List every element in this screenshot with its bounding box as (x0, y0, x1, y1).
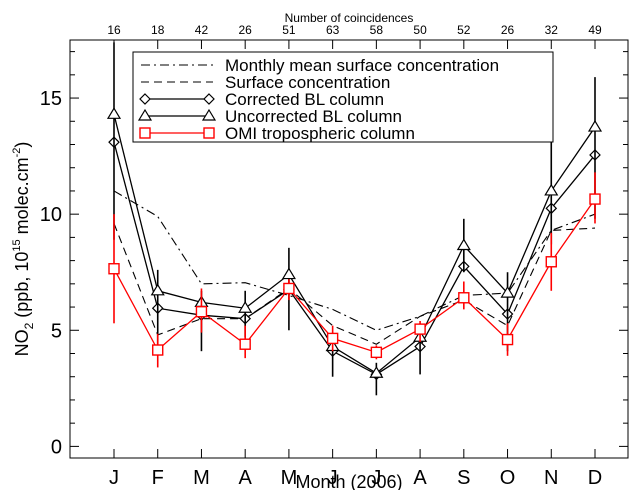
y-label-part: molec.cm (12, 157, 32, 239)
data-point (152, 344, 164, 356)
series-0 (113, 190, 596, 331)
x-tick-label: M (281, 467, 298, 489)
x-tick-label: O (500, 467, 516, 489)
coincidence-count-label: 26 (239, 23, 253, 37)
x-axis-label: Month (2006) (295, 472, 402, 490)
y-label-part: (ppb, 10 (12, 252, 32, 323)
x-tick-label: A (413, 467, 427, 489)
data-point (150, 283, 165, 296)
data-point (283, 282, 295, 295)
data-point (414, 323, 426, 335)
data-point (456, 238, 471, 251)
legend-label: Uncorrected BL column (225, 107, 402, 126)
legend-marker (139, 127, 151, 139)
coincidence-count-label: 42 (195, 23, 209, 37)
data-point (106, 107, 122, 119)
data-point (587, 119, 603, 132)
series-4 (108, 172, 601, 368)
series-line (113, 223, 596, 345)
legend-marker (201, 108, 217, 121)
coincidence-count-label: 52 (457, 23, 471, 37)
chart-marks (106, 42, 603, 396)
legend-marker (203, 127, 215, 139)
data-point (239, 338, 251, 350)
data-point (501, 333, 514, 346)
x-tick-label: J (328, 467, 338, 489)
data-point (108, 263, 120, 275)
y-tick-label: 5 (51, 320, 62, 342)
coincidence-count-label: 49 (588, 23, 602, 37)
x-tick-label: S (457, 467, 470, 489)
y-tick-label: 15 (40, 88, 62, 110)
legend-marker (139, 93, 151, 105)
y-tick-label: 0 (51, 436, 62, 458)
series-2 (108, 136, 601, 381)
series-1 (113, 223, 596, 345)
coincidence-count-label: 32 (545, 23, 559, 37)
coincidence-count-label: 26 (501, 23, 515, 37)
x-tick-label: A (239, 467, 253, 489)
data-point (281, 267, 296, 280)
coincidence-count-label: 63 (326, 23, 340, 37)
y-label-part: ) (12, 142, 32, 148)
coincidence-count-label: 50 (413, 23, 427, 37)
legend-label: Surface concentration (225, 73, 390, 92)
legend: Monthly mean surface concentrationSurfac… (132, 51, 554, 143)
series-line (113, 142, 596, 376)
x-tick-label: N (544, 467, 558, 489)
series-line (113, 198, 596, 354)
legend-label: OMI tropospheric column (225, 124, 415, 143)
data-point (500, 285, 515, 298)
legend-label: Monthly mean surface concentration (225, 56, 499, 75)
coincidence-count-label: 18 (151, 23, 165, 37)
y-label-superscript: -2 (11, 148, 23, 158)
y-label-part: NO (12, 329, 32, 356)
coincidence-count-label: 51 (282, 23, 296, 37)
data-point (238, 301, 253, 313)
legend-box (132, 51, 554, 143)
x-tick-label: F (152, 467, 164, 489)
plot-area-frame (69, 39, 629, 459)
x-tick-label: J (109, 467, 119, 489)
legend-marker (203, 93, 215, 105)
series-line (113, 114, 596, 375)
top-axis-label: Number of coincidences (285, 11, 414, 25)
series-3 (106, 42, 603, 396)
data-point (544, 183, 559, 196)
data-point (589, 193, 601, 205)
y-label-subscript: 2 (22, 322, 36, 329)
coincidence-count-label: 16 (107, 23, 121, 37)
x-tick-label: D (588, 467, 602, 489)
coincidence-count-label: 58 (370, 23, 384, 37)
data-point (326, 332, 339, 345)
data-point (195, 306, 208, 318)
data-point (545, 256, 557, 268)
legend-label: Corrected BL column (225, 90, 384, 109)
data-point (370, 346, 383, 359)
x-tick-label: M (193, 467, 210, 489)
y-tick-label: 10 (40, 204, 62, 226)
axes: 0 5 10 15 J 16 F 18 M 42 A 26 M 51 J 63 J 58 A 50 S 52 O 26 N 32 D… (40, 23, 628, 489)
y-label-superscript: 15 (11, 239, 23, 251)
data-point (369, 366, 384, 378)
y-axis-label: NO2 (ppb, 1015 molec.cm-2) (11, 142, 36, 357)
x-tick-label: J (371, 467, 381, 489)
data-point (458, 292, 470, 304)
series-line (113, 190, 596, 331)
legend-marker (137, 108, 153, 121)
